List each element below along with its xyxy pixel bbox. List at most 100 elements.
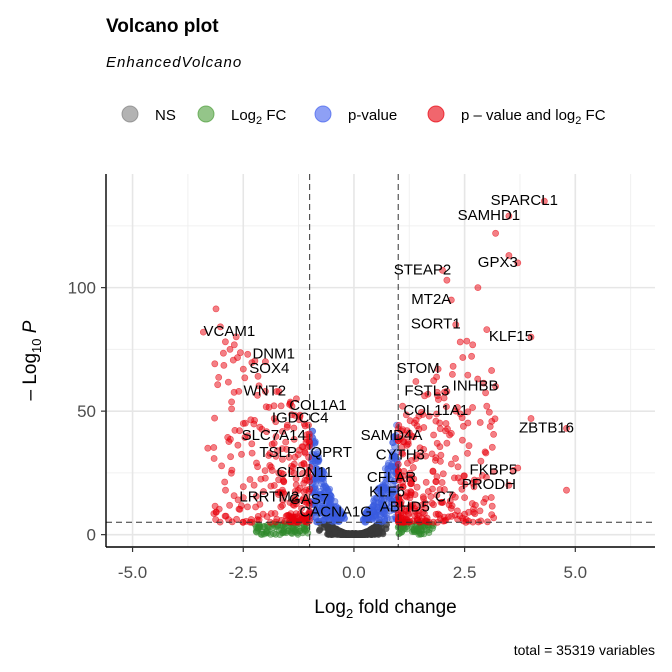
data-point: [406, 502, 414, 510]
y-tick-label: 100: [68, 279, 96, 298]
data-point: [270, 530, 277, 537]
data-point: [248, 359, 256, 366]
data-point: [270, 402, 278, 410]
data-point: [278, 445, 286, 452]
data-point: [416, 444, 424, 452]
data-point: [270, 439, 278, 447]
data-point: [470, 509, 477, 516]
data-point: [345, 530, 352, 538]
data-point: [244, 432, 252, 440]
significant-points: [199, 197, 570, 526]
data-point: [451, 511, 459, 519]
data-point: [419, 493, 427, 501]
gene-label: CFLAR: [367, 469, 416, 486]
x-tick-label: 2.5: [453, 563, 477, 582]
data-point: [253, 459, 260, 467]
data-point: [291, 487, 299, 495]
data-point: [248, 449, 256, 457]
data-point: [395, 421, 403, 429]
data-point: [254, 391, 261, 399]
data-point: [266, 450, 274, 457]
data-point: [477, 457, 485, 465]
gene-label: ZBTB16: [519, 419, 574, 436]
data-point: [412, 416, 420, 424]
gene-label: C7: [435, 489, 454, 506]
data-point: [460, 472, 468, 480]
data-point: [399, 450, 407, 458]
data-point: [461, 494, 468, 501]
data-point: [480, 379, 488, 387]
data-point: [397, 498, 405, 506]
gene-label: GPX3: [478, 254, 518, 271]
data-point: [382, 505, 390, 512]
data-point: [419, 411, 427, 418]
data-point: [316, 490, 323, 498]
data-point: [388, 448, 396, 456]
data-point: [224, 378, 232, 386]
x-axis-title: Log2 fold change: [314, 597, 456, 621]
data-point: [471, 501, 479, 509]
data-point: [540, 197, 548, 205]
data-point: [474, 375, 482, 383]
data-point: [275, 469, 283, 477]
data-point: [289, 513, 297, 521]
data-point: [505, 252, 513, 259]
data-point: [323, 510, 331, 518]
gene-label: SOX4: [249, 360, 289, 377]
data-point: [436, 511, 443, 519]
data-point: [439, 470, 447, 478]
data-point: [409, 464, 417, 471]
data-point: [230, 492, 238, 500]
data-point: [415, 425, 423, 433]
data-point: [416, 452, 424, 459]
data-point: [327, 495, 335, 503]
data-point: [216, 323, 224, 331]
data-point: [210, 455, 218, 462]
data-point: [447, 504, 455, 512]
data-point: [413, 483, 421, 491]
data-point: [212, 305, 220, 313]
data-point: [315, 456, 323, 464]
data-point: [230, 341, 238, 349]
data-point: [485, 408, 493, 416]
data-point: [262, 403, 270, 411]
data-point: [458, 436, 466, 444]
data-point: [295, 446, 303, 454]
data-point: [221, 338, 229, 346]
data-point: [483, 326, 491, 333]
data-point: [273, 515, 281, 523]
data-point: [267, 482, 275, 490]
data-point: [261, 387, 269, 395]
data-point: [429, 468, 437, 475]
data-point: [459, 354, 467, 361]
data-point: [272, 433, 280, 440]
data-point: [263, 513, 271, 520]
data-point: [476, 419, 484, 426]
data-point: [488, 443, 496, 451]
data-point: [430, 377, 438, 385]
data-point: [282, 438, 290, 446]
data-point: [402, 411, 410, 419]
data-point: [239, 420, 247, 427]
gene-label: WNT2: [244, 382, 287, 399]
data-point: [319, 468, 327, 476]
x-tick-label: -5.0: [118, 563, 147, 582]
x-tick-label: 0.0: [342, 563, 366, 582]
data-point: [244, 350, 252, 358]
data-point: [464, 371, 472, 379]
data-point: [235, 505, 243, 513]
data-point: [443, 387, 451, 395]
data-point: [360, 530, 368, 538]
data-point: [482, 389, 489, 397]
ns-points: [315, 519, 390, 538]
data-point: [505, 481, 513, 489]
data-point: [340, 514, 348, 522]
data-point: [438, 479, 446, 486]
data-point: [270, 415, 278, 422]
data-point: [276, 531, 284, 538]
data-point: [234, 441, 242, 449]
data-point: [425, 412, 433, 420]
data-point: [450, 474, 458, 482]
